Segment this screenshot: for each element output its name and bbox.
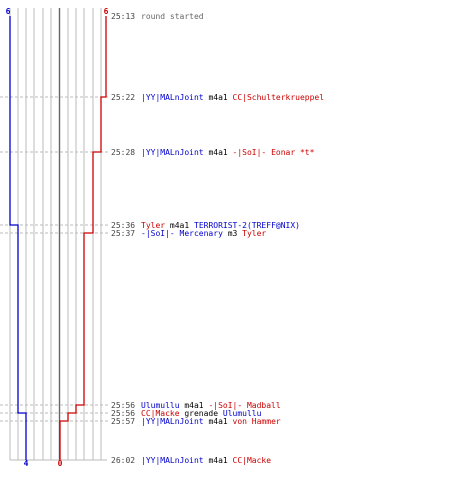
event-time: 25:37 [111,229,135,238]
weapon-label: m4a1 [204,148,233,157]
player-name: |YY|MALnJoint [141,456,204,465]
player-name: |YY|MALnJoint [141,93,204,102]
event-time: 26:02 [111,456,135,465]
weapon-label: m4a1 [180,401,209,410]
event-time: 25:36 [111,221,135,230]
event-row: Tyler m4a1 TERRORIST-2(TREFF@NIX) [141,221,300,230]
player-name: CC|Macke [141,409,180,418]
event-row: |YY|MALnJoint m4a1 CC|Schulterkrueppel [141,93,324,102]
event-time: 25:13 [111,12,135,21]
weapon-label: m4a1 [165,221,194,230]
player-name: CC|Schulterkrueppel [233,93,325,102]
weapon-label: m4a1 [204,93,233,102]
player-name: -|SoI|- Eonar *t* [233,148,315,157]
event-log: 25:13 round started 25:22 |YY|MALnJoint m4a… [111,12,324,465]
blue-team-line [9,16,27,460]
event-row: |YY|MALnJoint m4a1 CC|Macke [141,456,271,465]
player-count-grid [9,8,107,461]
event-row: Ulumullu m4a1 -|SoI|- Madball [141,401,281,410]
event-row: CC|Macke grenade Ulumullu [141,409,262,418]
blue-team-start-count: 6 [6,7,11,16]
player-name: |YY|MALnJoint [141,417,204,426]
event-row: |YY|MALnJoint m4a1 von Hammer [141,417,281,426]
event-time: 25:56 [111,401,135,410]
player-name: Ulumullu [223,409,262,418]
weapon-label: m4a1 [204,456,233,465]
weapon-label: m4a1 [204,417,233,426]
player-name: |YY|MALnJoint [141,148,204,157]
player-name: Tyler [242,229,266,238]
event-time: 25:56 [111,409,135,418]
team-step-lines [9,16,107,460]
player-name: von Hammer [233,417,281,426]
player-name: Ulumullu [141,401,180,410]
red-team-start-count: 6 [104,7,109,16]
event-row: round started [141,12,204,21]
event-row: |YY|MALnJoint m4a1 -|SoI|- Eonar *t* [141,148,315,157]
player-name: -|SoI|- Madball [208,401,280,410]
player-name: TERRORIST-2(TREFF@NIX) [194,221,300,230]
status-text: round started [141,12,204,21]
red-team-line [59,16,107,460]
event-time: 25:28 [111,148,135,157]
player-name: CC|Macke [233,456,272,465]
event-time: 25:22 [111,93,135,102]
blue-team-end-count: 4 [24,459,29,468]
player-name: -|SoI|- Mercenary [141,229,223,238]
player-name: Tyler [141,221,165,230]
red-team-end-count: 0 [58,459,63,468]
weapon-label: grenade [180,409,223,418]
event-time: 25:57 [111,417,135,426]
weapon-label: m3 [223,229,242,238]
event-row: -|SoI|- Mercenary m3 Tyler [141,229,266,238]
